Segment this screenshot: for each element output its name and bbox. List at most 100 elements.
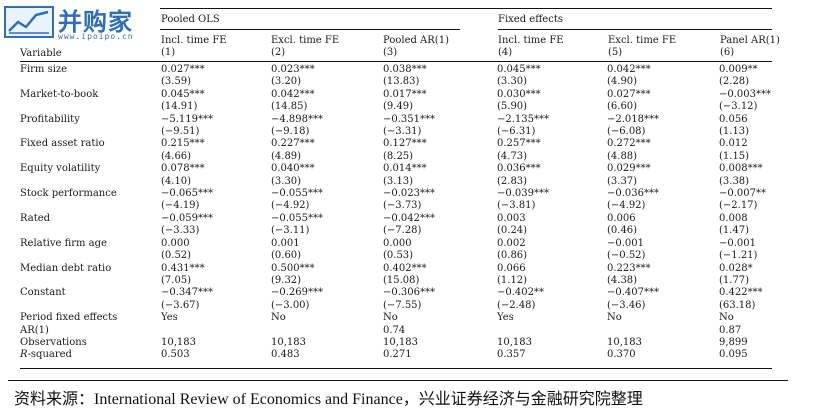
summary-cell: 10,183 bbox=[161, 336, 196, 348]
coef-row: Equity volatility 0.078*** 0.040*** 0.014**… bbox=[20, 163, 789, 175]
coef-cell: 0.036*** bbox=[497, 163, 541, 175]
coef-cell: −0.001 bbox=[607, 237, 645, 249]
tstat-cell: (−3.46) bbox=[607, 299, 646, 311]
summary-cell: Yes bbox=[161, 312, 178, 324]
coef-row: Rated −0.059*** −0.055*** −0.042*** 0.003 0.0… bbox=[20, 213, 789, 225]
tstat-cell: (−3.73) bbox=[383, 200, 422, 212]
summary-row: Observations 10,183 10,183 10,183 10,183 10,1… bbox=[20, 337, 789, 349]
coef-cell: 0.500*** bbox=[271, 262, 315, 274]
row-label: Observations bbox=[20, 336, 87, 348]
tstat-row: (−3.67) (−3.00) (−7.55) (−2.48) (−3.46) (63.1… bbox=[20, 300, 789, 312]
summary-cell: No bbox=[607, 312, 622, 324]
tstat-row: (−4.19) (−4.92) (−3.73) (−3.81) (−4.92) (−2.1… bbox=[20, 200, 789, 212]
row-label-spacer bbox=[20, 151, 161, 163]
tstat-cell: (0.24) bbox=[497, 225, 528, 237]
coef-row: Firm size 0.027*** 0.023*** 0.038*** 0.045**… bbox=[20, 64, 789, 76]
tstat-cell: (2.28) bbox=[719, 76, 750, 88]
tstat-row: (14.91) (14.85) (9.49) (5.90) (6.60) (−3.12) bbox=[20, 101, 789, 113]
tstat-cell: (15.08) bbox=[383, 274, 420, 286]
coef-cell: 0.045*** bbox=[497, 64, 541, 75]
col1-num: (1) bbox=[161, 47, 176, 58]
variable-header: Variable bbox=[20, 48, 62, 59]
tstat-cell: (1.77) bbox=[719, 274, 750, 286]
summary-cell: 0.87 bbox=[719, 324, 742, 336]
coef-cell: −5.119*** bbox=[161, 113, 214, 125]
coef-cell: 0.000 bbox=[383, 237, 412, 249]
coef-cell: −0.042*** bbox=[383, 212, 436, 224]
coef-cell: 0.017*** bbox=[383, 88, 427, 100]
coef-cell: 0.066 bbox=[497, 262, 526, 274]
col6-num: (6) bbox=[720, 47, 735, 58]
summary-row: AR(1) 0.74 0.87 bbox=[20, 325, 789, 337]
tstat-cell: (0.53) bbox=[383, 250, 414, 262]
coef-cell: 0.056 bbox=[719, 113, 748, 125]
tstat-row: (4.10) (3.30) (3.13) (2.83) (3.37) (3.38) bbox=[20, 176, 789, 188]
summary-cell: Yes bbox=[497, 312, 514, 324]
tstat-cell: (−2.17) bbox=[719, 200, 758, 212]
tstat-cell: (−3.81) bbox=[497, 200, 536, 212]
col5-num: (5) bbox=[608, 47, 623, 58]
summary-row: R-squared 0.503 0.483 0.271 0.357 0.370 0.095 bbox=[20, 349, 789, 361]
row-label-spacer bbox=[20, 300, 161, 312]
col3-title: Pooled AR(1) bbox=[383, 35, 449, 46]
coef-cell: 0.038*** bbox=[383, 64, 427, 75]
tstat-cell: (−7.55) bbox=[383, 299, 422, 311]
row-label: Constant bbox=[20, 287, 66, 299]
row-label-spacer bbox=[20, 200, 161, 212]
tstat-cell: (2.83) bbox=[497, 175, 528, 187]
group-fixed-effects: Fixed effects bbox=[498, 14, 563, 25]
row-label: AR(1) bbox=[20, 324, 49, 336]
row-label: Stock performance bbox=[20, 188, 117, 200]
tstat-cell: (3.30) bbox=[497, 76, 528, 88]
coef-cell: 0.045*** bbox=[161, 88, 205, 100]
summary-cell: No bbox=[719, 312, 734, 324]
col5-title: Excl. time FE bbox=[608, 35, 677, 46]
tstat-cell: (−6.08) bbox=[607, 126, 646, 138]
coef-cell: 0.422*** bbox=[719, 287, 763, 299]
fixed-underline bbox=[498, 29, 772, 30]
tstat-cell: (0.46) bbox=[607, 225, 638, 237]
summary-cell bbox=[271, 325, 383, 337]
tstat-cell: (0.86) bbox=[497, 250, 528, 262]
coef-cell: −0.407*** bbox=[607, 287, 660, 299]
summary-cell bbox=[161, 325, 271, 337]
tstat-cell: (3.13) bbox=[383, 175, 414, 187]
tstat-cell: (−3.00) bbox=[271, 299, 310, 311]
source-note: 资料来源：International Review of Economics a… bbox=[14, 391, 643, 408]
tstat-cell: (14.91) bbox=[161, 101, 198, 113]
coef-cell: −4.898*** bbox=[271, 113, 324, 125]
row-label-spacer bbox=[20, 250, 161, 262]
tstat-cell: (−9.18) bbox=[271, 126, 310, 138]
tstat-cell: (−3.12) bbox=[719, 101, 758, 113]
coef-cell: 0.030*** bbox=[497, 88, 541, 100]
coef-cell: 0.006 bbox=[607, 212, 636, 224]
coef-cell: 0.257*** bbox=[497, 138, 541, 150]
summary-cell: 0.483 bbox=[271, 349, 300, 361]
tstat-row: (0.52) (0.60) (0.53) (0.86) (−0.52) (−1.21) bbox=[20, 250, 789, 262]
ipoipo-logo: 并购家 www.ipoipo.cn bbox=[0, 0, 160, 48]
summary-cell: 0.357 bbox=[497, 349, 526, 361]
tstat-cell: (1.12) bbox=[497, 274, 528, 286]
coef-cell: 0.402*** bbox=[383, 262, 427, 274]
tstat-row: (3.59) (3.20) (13.83) (3.30) (4.90) (2.28) bbox=[20, 76, 789, 88]
summary-cell: 10,183 bbox=[607, 336, 642, 348]
tstat-cell: (−1.21) bbox=[719, 250, 758, 262]
tstat-cell: (4.88) bbox=[607, 150, 638, 162]
tstat-cell: (4.90) bbox=[607, 76, 638, 88]
coef-cell: 0.042*** bbox=[607, 64, 651, 75]
coef-cell: 0.027*** bbox=[607, 88, 651, 100]
summary-cell: 9,899 bbox=[719, 336, 748, 348]
coef-cell: −0.065*** bbox=[161, 188, 214, 200]
row-label: Firm size bbox=[20, 64, 68, 75]
tstat-cell: (−3.11) bbox=[271, 225, 310, 237]
tstat-cell: (1.47) bbox=[719, 225, 750, 237]
tstat-cell: (−4.92) bbox=[271, 200, 310, 212]
col2-title: Excl. time FE bbox=[271, 35, 340, 46]
coef-cell: −0.055*** bbox=[271, 188, 324, 200]
tstat-cell: (0.60) bbox=[271, 250, 302, 262]
coef-cell: −0.269*** bbox=[271, 287, 324, 299]
coef-cell: 0.223*** bbox=[607, 262, 651, 274]
tstat-cell: (8.25) bbox=[383, 150, 414, 162]
table-bottom-rule bbox=[20, 368, 772, 369]
row-label-spacer bbox=[20, 225, 161, 237]
